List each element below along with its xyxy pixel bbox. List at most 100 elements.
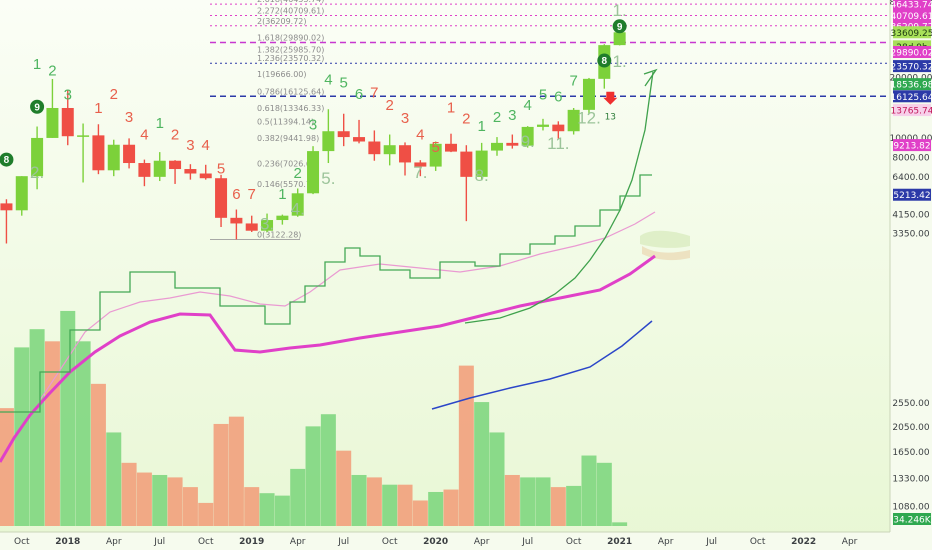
td-count-label: 2	[493, 109, 501, 126]
td-setup-label: 8.	[475, 166, 489, 185]
candle-body[interactable]	[138, 163, 151, 177]
price-tag[interactable]	[893, 90, 931, 103]
volume-bar	[397, 484, 413, 526]
volume-bar	[60, 310, 76, 526]
candle-body[interactable]	[199, 173, 212, 179]
volume-bar	[274, 495, 290, 526]
volume-bar	[612, 522, 628, 526]
price-tag[interactable]	[893, 188, 931, 201]
candle-body[interactable]	[414, 162, 427, 167]
candle-body[interactable]	[0, 203, 13, 211]
candle-body[interactable]	[291, 193, 304, 216]
candle-body[interactable]	[169, 160, 182, 170]
x-tick-label: Apr	[106, 537, 122, 547]
volume-bar	[550, 487, 566, 526]
volume-bar	[0, 408, 14, 526]
fib-label: 0.236(7026.60)	[257, 160, 319, 169]
td-count-label: 1	[33, 56, 41, 73]
price-tag-label: 40709.61	[891, 12, 932, 22]
x-tick-label: Apr	[474, 537, 490, 547]
td-countdown-label: 13	[605, 113, 616, 123]
price-tag[interactable]	[893, 78, 931, 91]
y-tick-label: 4150.00	[892, 211, 929, 221]
projection-arrowhead	[643, 68, 658, 87]
volume-bar	[336, 450, 352, 526]
candle-body[interactable]	[490, 142, 503, 151]
candle-body[interactable]	[92, 135, 105, 171]
candle-body[interactable]	[460, 151, 473, 177]
price-tag[interactable]	[893, 45, 931, 58]
y-tick-label: 8000.00	[892, 153, 929, 163]
candle-body[interactable]	[230, 217, 243, 224]
volume-bar	[382, 484, 398, 526]
ma-20-line	[39, 211, 656, 401]
candle-body[interactable]	[567, 109, 580, 132]
price-tag[interactable]	[893, 139, 931, 152]
volume-bar	[520, 477, 536, 526]
fib-label: 2.618(46433.74)	[257, 0, 324, 4]
candle-body[interactable]	[353, 137, 366, 142]
volume-bar	[14, 347, 30, 526]
volume-bar	[106, 432, 122, 526]
price-tag-label: 16125.64	[891, 93, 932, 103]
candle-body[interactable]	[61, 107, 74, 137]
candle-body[interactable]	[261, 220, 274, 231]
price-tag[interactable]	[893, 26, 931, 39]
fib-label: 1.618(29890.02)	[257, 33, 324, 42]
candle-body[interactable]	[536, 124, 549, 127]
td-count-label: 4	[416, 127, 424, 144]
price-tag[interactable]	[893, 104, 931, 117]
candle-body[interactable]	[77, 135, 90, 137]
candle-body[interactable]	[215, 178, 228, 218]
candle-body[interactable]	[613, 32, 626, 46]
volume-bar	[412, 500, 428, 526]
candle-body[interactable]	[46, 107, 59, 138]
price-tag-label: 5213.42	[893, 191, 930, 201]
time-axis[interactable]: Oct 2018 Apr Jul Oct 2019 Apr Jul Oct 2020 Apr Jul O…	[0, 531, 932, 550]
volume-bar	[566, 485, 582, 526]
candle-body[interactable]	[153, 160, 166, 177]
td-setup-label: 1.	[613, 1, 627, 20]
candle-body[interactable]	[184, 169, 197, 174]
td-count-label: 7	[370, 85, 378, 102]
candle-body[interactable]	[322, 131, 335, 152]
volume-tag[interactable]	[893, 513, 931, 525]
candle-body[interactable]	[445, 143, 458, 152]
candle-body[interactable]	[276, 215, 289, 221]
candle-body[interactable]	[123, 144, 136, 164]
volume-bar	[504, 474, 520, 526]
price-tag[interactable]	[893, 9, 931, 22]
fib-label: 2(36209.72)	[257, 17, 307, 26]
candle-body[interactable]	[429, 143, 442, 167]
candle-body[interactable]	[383, 145, 396, 155]
candle-body[interactable]	[582, 78, 595, 110]
candle-body[interactable]	[307, 151, 320, 194]
candle-body[interactable]	[107, 144, 120, 171]
plot-area[interactable]: 4.236(73201.48)3.618(62977.46)2.618(4643…	[0, 0, 890, 526]
price-tag[interactable]	[893, 60, 931, 73]
projection-curve	[464, 71, 654, 324]
candle-body[interactable]	[399, 145, 412, 163]
x-tick-label: Oct	[198, 537, 214, 547]
volume-bar	[596, 462, 612, 526]
candle-body[interactable]	[31, 137, 44, 177]
candle-body[interactable]	[506, 142, 519, 146]
volume-bar	[535, 477, 551, 526]
fibonacci-levels: 4.236(73201.48)3.618(62977.46)2.618(4643…	[210, 0, 890, 240]
candle-body[interactable]	[245, 223, 258, 231]
candle-body[interactable]	[15, 176, 28, 211]
volume-bar	[305, 426, 321, 526]
price-axis[interactable]: 88000.00USD68000.0052000.0020000.0010000…	[889, 0, 932, 550]
candle-body[interactable]	[552, 124, 565, 132]
price-tag[interactable]	[893, 0, 931, 11]
td-count-label: 6	[554, 88, 562, 105]
candle-body[interactable]	[337, 131, 350, 138]
td-setup-label: 5.	[321, 169, 335, 188]
x-tick-label: Oct	[750, 537, 766, 547]
candle-body[interactable]	[368, 141, 381, 155]
candle-body[interactable]	[521, 126, 534, 146]
td-count-label: 4	[140, 127, 148, 144]
candle-body[interactable]	[475, 150, 488, 177]
